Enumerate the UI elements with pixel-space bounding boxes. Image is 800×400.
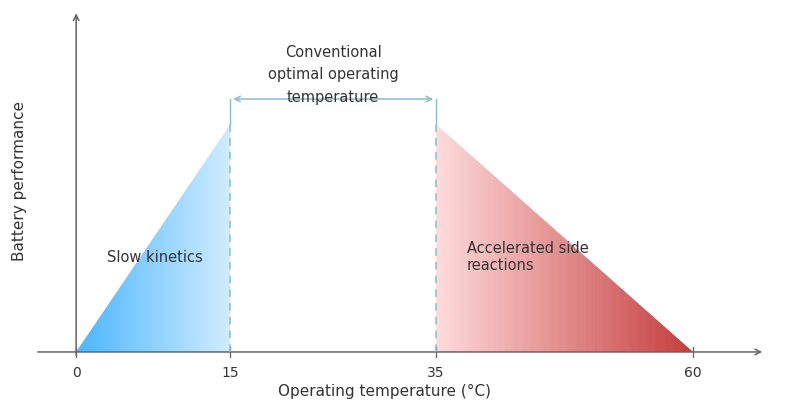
Text: Battery performance: Battery performance (12, 101, 27, 261)
Polygon shape (230, 124, 436, 352)
Text: Operating temperature (°C): Operating temperature (°C) (278, 384, 491, 398)
Text: 35: 35 (427, 366, 445, 380)
Text: 0: 0 (72, 366, 81, 380)
Text: Accelerated side
reactions: Accelerated side reactions (467, 241, 589, 273)
Text: 15: 15 (222, 366, 239, 380)
Text: Conventional
optimal operating
temperature: Conventional optimal operating temperatu… (268, 45, 398, 105)
Text: Slow kinetics: Slow kinetics (107, 250, 202, 265)
Text: 60: 60 (684, 366, 702, 380)
